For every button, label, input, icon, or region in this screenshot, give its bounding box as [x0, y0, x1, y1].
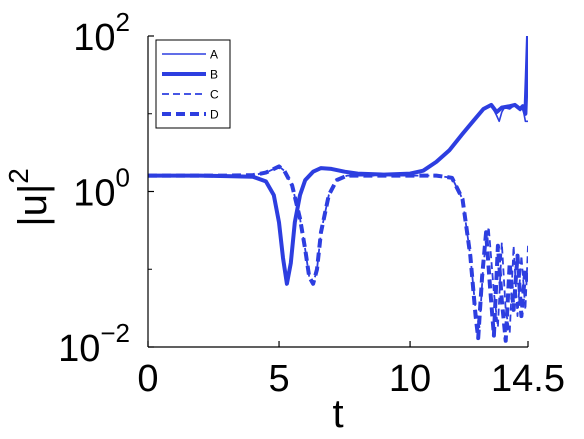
- x-tick-label: 10: [389, 358, 431, 400]
- y-tick-label: 10−2: [58, 318, 130, 370]
- legend-label-c: C: [210, 88, 219, 102]
- x-tick-label: 5: [268, 358, 289, 400]
- legend-label-d: D: [210, 108, 219, 122]
- plot-area: [148, 36, 528, 343]
- legend-label-b: B: [210, 68, 218, 82]
- axes: 0 5 10 14.5 10−2 100 102: [58, 7, 565, 400]
- series-line-c: [148, 165, 528, 335]
- y-tick-label: 102: [73, 7, 130, 59]
- series-line-b: [148, 36, 528, 286]
- legend-label-a: A: [210, 48, 218, 62]
- series-line-d: [148, 164, 528, 343]
- y-tick-label: 100: [73, 163, 130, 215]
- x-axis-label: t: [332, 392, 343, 436]
- x-tick-label: 0: [137, 358, 158, 400]
- y-axis-label: |u|2: [3, 168, 55, 227]
- x-tick-label: 14.5: [491, 358, 565, 400]
